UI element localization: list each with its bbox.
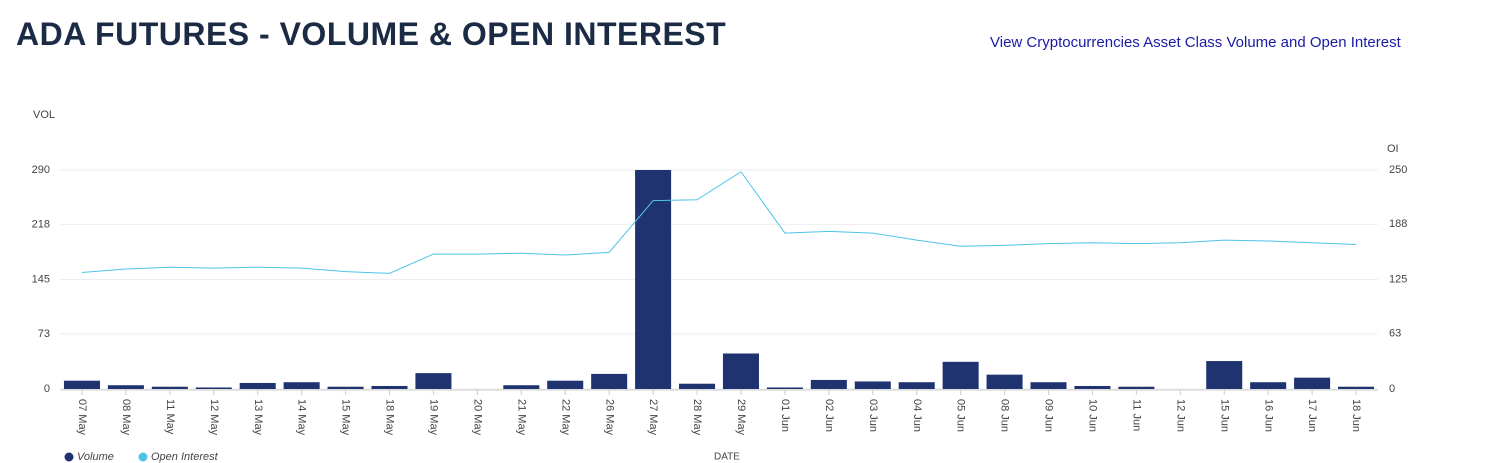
volume-bar [986,374,1023,389]
x-tick-label: 21 May [515,399,527,436]
volume-bar [1074,385,1111,389]
x-tick-label: 15 Jun [1218,399,1230,432]
x-tick-label: 08 May [120,399,132,436]
volume-bar [415,373,452,389]
volume-bar [635,170,672,389]
x-tick-label: 09 Jun [1043,399,1055,432]
y2-axis-label: OI [1387,143,1399,155]
y2-tick-label: 250 [1389,164,1407,176]
y-tick-label: 290 [32,164,50,176]
asset-class-link[interactable]: View Cryptocurrencies Asset Class Volume… [990,34,1401,51]
x-tick-label: 26 May [603,399,615,436]
volume-bar [547,380,584,389]
x-tick-label: 22 May [559,399,571,436]
y2-tick-label: 0 [1389,383,1395,395]
volume-bar [722,353,759,389]
volume-bar [195,387,232,389]
x-tick-label: 29 May [735,399,747,436]
x-tick-label: 15 May [340,399,352,436]
volume-bar [942,361,979,389]
x-tick-label: 04 Jun [911,399,923,432]
volume-bar [239,382,276,389]
volume-bar [810,379,847,389]
x-tick-label: 03 Jun [867,399,879,432]
legend-marker [138,452,148,462]
volume-bar [283,382,320,389]
y2-tick-label: 63 [1389,328,1401,340]
legend-marker [64,452,74,462]
x-tick-label: 07 May [76,399,88,436]
volume-bar [63,380,100,389]
y2-tick-label: 188 [1389,218,1407,230]
volume-bar [679,383,716,389]
volume-bar [327,386,364,389]
x-tick-label: 18 Jun [1350,399,1362,432]
volume-bar [1294,377,1331,389]
x-tick-label: 27 May [647,399,659,436]
x-tick-label: 16 Jun [1262,399,1274,432]
y-tick-label: 145 [32,273,50,285]
x-tick-label: 12 Jun [1174,399,1186,432]
y-tick-label: 73 [38,328,50,340]
volume-bar [766,387,803,389]
x-tick-label: 18 May [384,399,396,436]
x-tick-label: 11 May [164,399,176,435]
y-tick-label: 0 [44,383,50,395]
x-tick-label: 02 Jun [823,399,835,432]
volume-bar [1206,361,1243,389]
open-interest-line [81,171,1357,274]
legend-label: Volume [77,451,114,463]
x-tick-label: 17 Jun [1306,399,1318,432]
y-axis-label: VOL [33,109,55,121]
x-tick-label: 05 Jun [955,399,967,432]
volume-bar [151,386,188,389]
x-tick-label: 12 May [208,399,220,436]
x-tick-label: 08 Jun [999,399,1011,432]
volume-bar [107,385,144,389]
volume-bar [1250,382,1287,389]
x-axis-label: DATE [714,452,740,463]
volume-bar [371,385,408,389]
x-tick-label: 01 Jun [779,399,791,432]
x-tick-label: 14 May [296,399,308,436]
x-tick-label: 20 May [471,399,483,436]
volume-bar [1118,386,1155,389]
x-tick-label: 13 May [252,399,264,436]
volume-bar [898,382,935,389]
volume-bar [1338,386,1375,389]
y-tick-label: 218 [32,218,50,230]
x-tick-label: 11 Jun [1130,399,1142,431]
y2-tick-label: 125 [1389,273,1407,285]
volume-bar [1030,382,1067,389]
legend-label: Open Interest [151,451,219,463]
x-tick-label: 10 Jun [1087,399,1099,432]
x-tick-label: 28 May [691,399,703,436]
volume-bar [503,385,540,389]
volume-bar [591,373,628,389]
page-title: ADA FUTURES - VOLUME & OPEN INTEREST [16,16,727,52]
volume-bar [854,381,891,389]
x-tick-label: 19 May [428,399,440,436]
